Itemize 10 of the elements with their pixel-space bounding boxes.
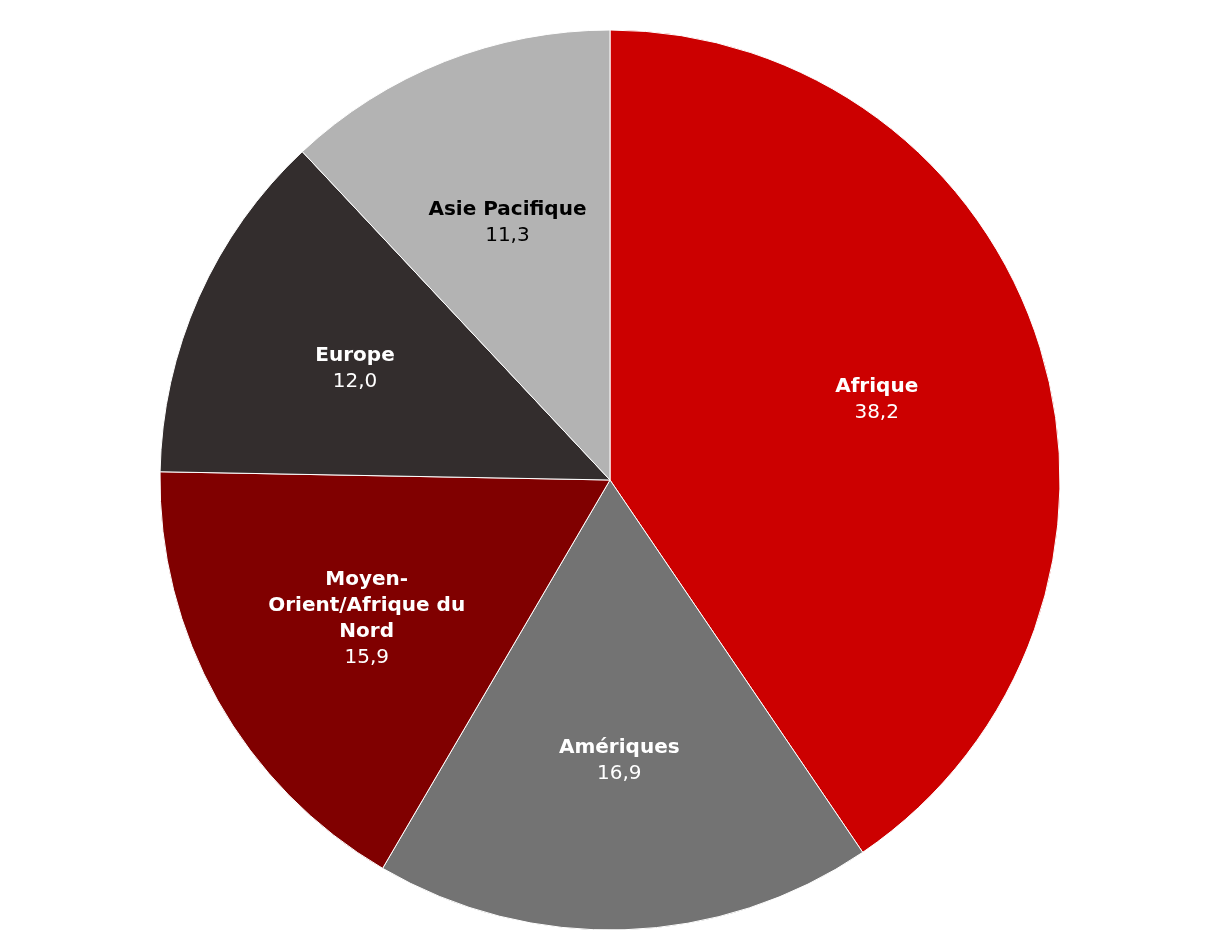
data-label: 16,9 (597, 759, 642, 784)
data-label: 38,2 (854, 399, 899, 424)
slice-label: Amériques (558, 733, 680, 758)
data-label: 11,3 (485, 221, 530, 246)
slice-label: Afrique (835, 373, 919, 398)
slice-label: Moyen-Orient/Afrique du Nord (268, 565, 466, 642)
data-label: 15,9 (344, 643, 389, 668)
data-label: 12,0 (332, 367, 378, 392)
slice-label: Europe (315, 341, 395, 366)
slice-label: Asie Pacifique (428, 195, 587, 220)
